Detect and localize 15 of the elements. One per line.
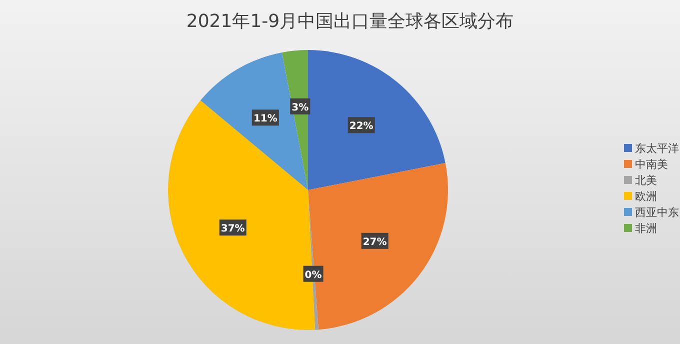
- data-label: 11%: [253, 114, 278, 125]
- pie-slice: [308, 50, 446, 190]
- legend-label: 非洲: [635, 222, 657, 235]
- data-label: 27%: [362, 236, 387, 248]
- chart-title: 2021年1-9月中国出口量全球各区域分布: [186, 11, 514, 32]
- legend-label: 东太平洋: [635, 142, 679, 155]
- data-label: 22%: [349, 121, 374, 132]
- legend-label: 西亚中东: [635, 206, 679, 219]
- data-label: 37%: [220, 224, 245, 235]
- pie-slice: [200, 52, 308, 190]
- legend-label: 北美: [635, 174, 657, 187]
- legend-label: 中南美: [635, 158, 668, 171]
- legend-label: 欧洲: [635, 190, 657, 203]
- data-label: 0%: [304, 270, 322, 281]
- data-label: 3%: [292, 102, 309, 114]
